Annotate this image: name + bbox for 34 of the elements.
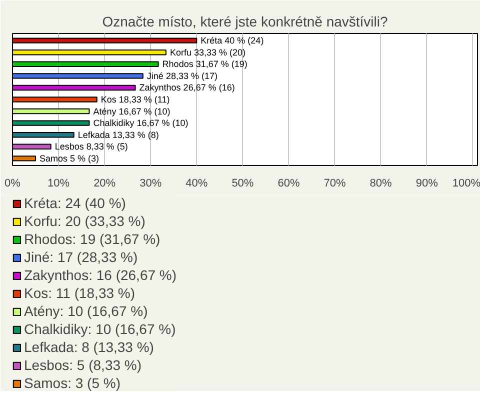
x-tick-label: 100% [452,178,480,190]
chart-title: Označte místo, které jste konkrétně navštívili? [102,14,388,30]
x-tick-label: 50% [232,178,254,190]
data-label: Kréta 40 % (24) [200,36,264,46]
x-tick-label: 20% [94,178,116,190]
x-tick-label: 10% [48,178,70,190]
legend-label: Chalkidiky: 10 (16,67 %) [24,321,176,337]
data-label: Rhodos 31,67 % (19) [162,59,248,70]
x-tick-label: 30% [140,178,162,190]
data-label: Kos 18,33 % (11) [100,94,170,104]
x-tick-label: 0% [4,178,21,190]
data-label: Lefkada 13,33 % (8) [78,130,159,140]
legend-label: Kos: 11 (18,33 %) [24,285,136,301]
legend-label: Jiné: 17 (28,33 %) [24,249,138,265]
data-label: Korfu 33,33 % (20) [170,47,246,58]
legend-label: Korfu: 20 (33,33 %) [24,213,146,229]
legend-label: Zakynthos: 16 (26,67 %) [24,267,177,283]
x-tick-label: 90% [416,178,438,190]
legend-label: Lefkada: 8 (13,33 %) [24,339,154,355]
data-label: Samos 5 % (3) [40,153,100,164]
data-label: Chalkidiky 16,67 % (10) [93,118,188,128]
data-label: Jiné 28,33 % (17) [146,70,218,81]
x-tick-label: 70% [324,178,346,190]
legend-label: Rhodos: 19 (31,67 %) [24,231,160,247]
data-label: Zakynthos 26,67 % (16) [139,82,235,93]
legend-label: Lesbos: 5 (8,33 %) [24,357,142,373]
data-label: Atény 16,67 % (10) [93,106,170,116]
x-tick-label: 40% [186,178,208,190]
x-tick-label: 60% [278,178,300,190]
legend-label: Kréta: 24 (40 %) [24,195,126,211]
legend-label: Samos: 3 (5 %) [24,375,120,391]
data-label: Lesbos 8,33 % (5) [54,142,128,152]
legend-label: Atény: 10 (16,67 %) [24,303,148,319]
x-tick-label: 80% [370,178,392,190]
